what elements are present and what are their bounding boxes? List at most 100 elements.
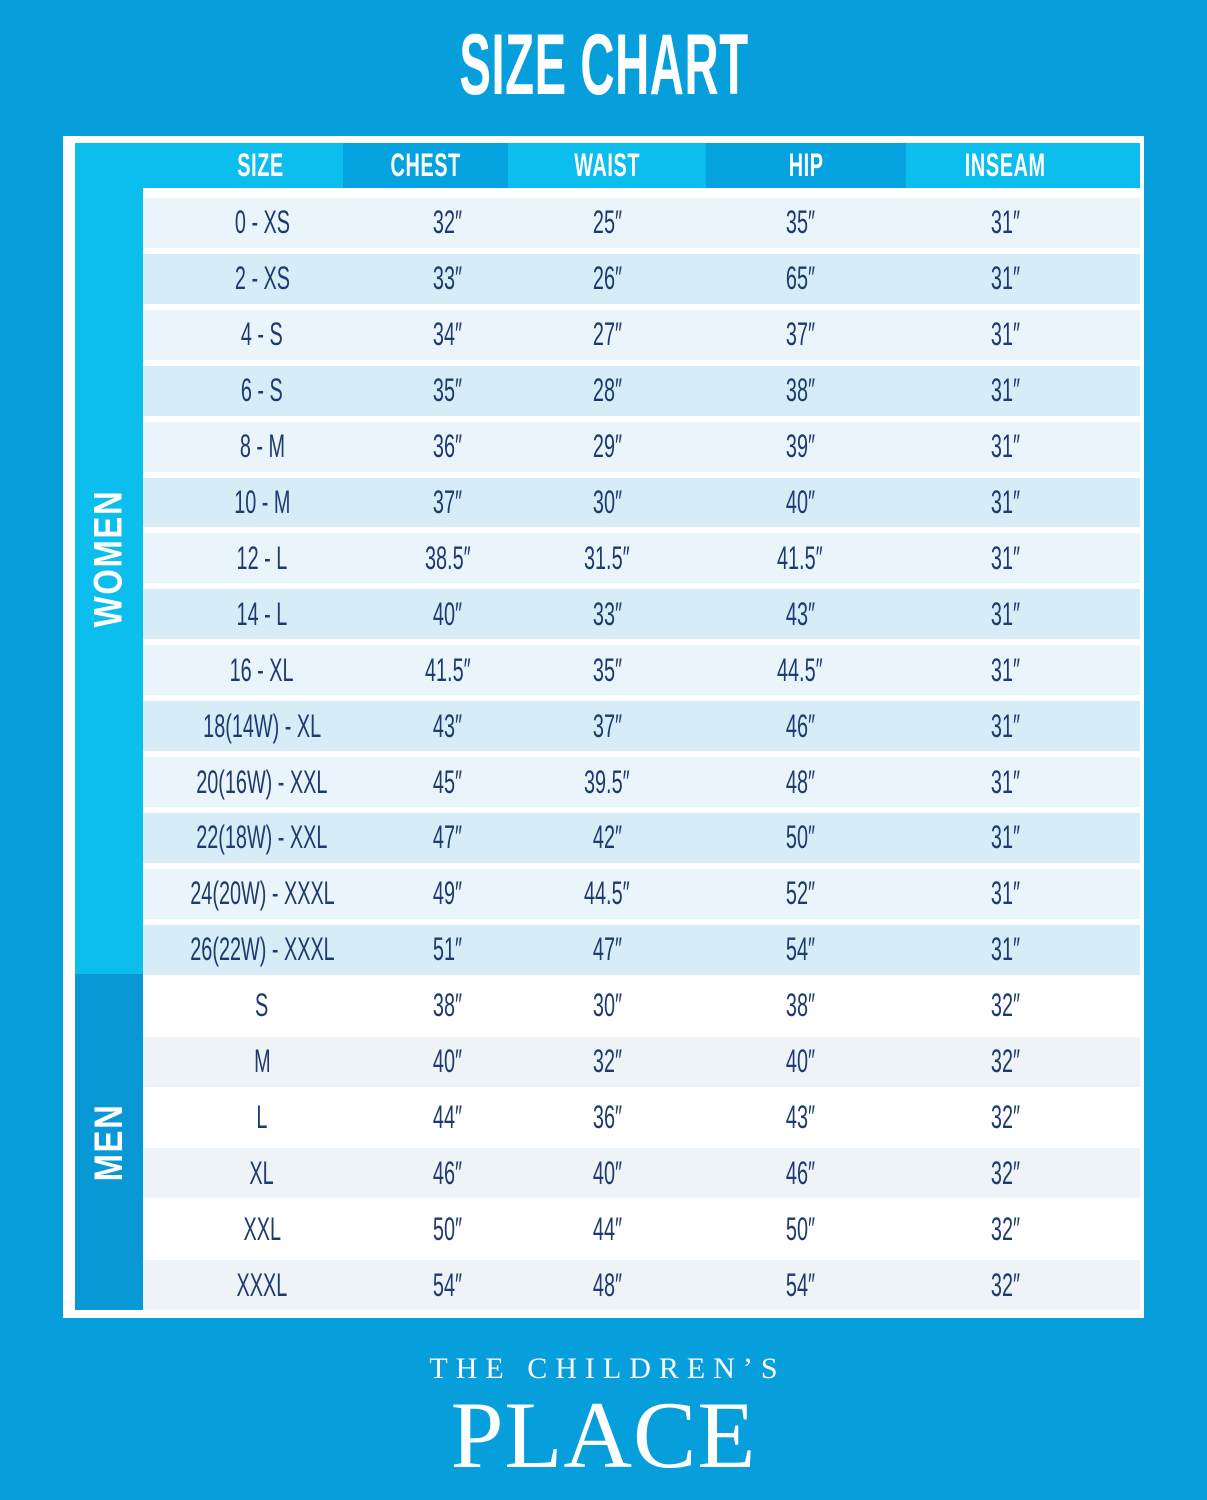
cell-hip-value: 44.5″ [777,651,823,688]
column-header-size: SIZE [75,143,343,188]
cell-inseam-value: 32″ [990,1098,1020,1135]
cell-chest: 35″ [343,366,508,416]
cell-waist-value: 27″ [592,316,622,353]
cell-waist: 28″ [508,366,706,416]
cell-hip: 41.5″ [706,533,906,583]
table-row: 26(22W) - XXXL 51″ 47″ 54″ 31″ [143,924,1140,975]
cell-waist: 32″ [508,1037,706,1087]
cell-inseam: 31″ [906,478,1140,528]
cell-hip-value: 50″ [785,1210,815,1247]
cell-chest: 37″ [343,478,508,528]
table-row: 8 - M 36″ 29″ 39″ 31″ [143,421,1140,472]
cell-hip: 40″ [706,1037,906,1087]
table-body: 0 - XS 32″ 25″ 35″ 31″ 2 - XS 33″ 26″ 65… [143,198,1140,1311]
cell-waist: 31.5″ [508,533,706,583]
cell-inseam-value: 32″ [990,1154,1020,1191]
cell-hip-value: 38″ [785,987,815,1024]
men-section-label: MEN [86,1103,131,1181]
cell-chest-value: 46″ [432,1154,463,1191]
cell-hip: 35″ [706,198,906,248]
table-row: 6 - S 35″ 28″ 38″ 31″ [143,365,1140,416]
cell-inseam-value: 31″ [990,316,1020,353]
page-title-text: SIZE CHART [458,17,749,113]
cell-size-value: 0 - XS [234,204,290,241]
table-row: XXL 50″ 44″ 50″ 32″ [143,1204,1140,1255]
table-row: M 40″ 32″ 40″ 32″ [143,1036,1140,1087]
cell-inseam: 31″ [906,869,1140,919]
cell-hip: 50″ [706,1204,906,1254]
cell-waist-value: 30″ [592,987,622,1024]
cell-hip: 38″ [706,981,906,1031]
table-row: S 38″ 30″ 38″ 32″ [143,980,1140,1031]
cell-size-value: 20(16W) - XXL [196,763,328,800]
cell-chest: 45″ [343,757,508,807]
table-row: XL 46″ 40″ 46″ 32″ [143,1148,1140,1199]
cell-waist: 29″ [508,422,706,472]
cell-hip-value: 52″ [785,875,815,912]
cell-chest: 50″ [343,1204,508,1254]
cell-inseam: 31″ [906,254,1140,304]
cell-size-value: S [255,987,269,1024]
cell-waist-value: 33″ [592,595,622,632]
cell-waist-value: 26″ [592,260,622,297]
cell-inseam: 31″ [906,645,1140,695]
cell-hip: 44.5″ [706,645,906,695]
cell-inseam-value: 32″ [990,1043,1020,1080]
cell-size: 26(22W) - XXXL [143,925,343,975]
cell-size-value: 22(18W) - XXL [196,819,328,856]
cell-waist-value: 48″ [592,1266,622,1303]
cell-size: M [143,1037,343,1087]
column-header-size-label: SIZE [237,147,285,183]
cell-size-value: L [256,1098,268,1135]
cell-chest: 43″ [343,701,508,751]
cell-size: XXXL [143,1260,343,1310]
cell-size: 6 - S [143,366,343,416]
women-section-sidebar: WOMEN [75,143,143,974]
cell-hip: 46″ [706,701,906,751]
cell-size: 2 - XS [143,254,343,304]
cell-inseam: 31″ [906,925,1140,975]
cell-inseam-value: 31″ [990,819,1020,856]
cell-chest-value: 47″ [432,819,463,856]
cell-hip-value: 43″ [785,595,815,632]
cell-chest: 51″ [343,925,508,975]
cell-size-value: 6 - S [241,372,283,409]
cell-inseam: 32″ [906,1148,1140,1198]
men-section-sidebar: MEN [75,974,143,1310]
cell-hip: 54″ [706,925,906,975]
cell-hip: 65″ [706,254,906,304]
column-header-waist: WAIST [508,143,706,188]
cell-inseam-value: 31″ [990,595,1020,632]
cell-chest: 40″ [343,1037,508,1087]
cell-chest: 32″ [343,198,508,248]
cell-chest-value: 45″ [432,763,463,800]
cell-chest-value: 50″ [432,1210,463,1247]
cell-size: 12 - L [143,533,343,583]
column-header-inseam-label: INSEAM [964,147,1046,183]
cell-size-value: 24(20W) - XXXL [189,875,335,912]
cell-inseam: 31″ [906,310,1140,360]
cell-inseam: 31″ [906,757,1140,807]
cell-chest-value: 35″ [432,372,463,409]
cell-hip-value: 50″ [785,819,815,856]
cell-chest: 41.5″ [343,645,508,695]
cell-inseam-value: 31″ [990,260,1020,297]
cell-hip: 46″ [706,1148,906,1198]
cell-hip-value: 46″ [785,1154,815,1191]
cell-size: 14 - L [143,589,343,639]
cell-waist: 37″ [508,701,706,751]
cell-chest-value: 32″ [432,204,463,241]
cell-hip-value: 40″ [785,483,815,520]
cell-chest-value: 41.5″ [424,651,471,688]
cell-inseam-value: 31″ [990,763,1020,800]
cell-hip-value: 35″ [785,204,815,241]
cell-chest: 38″ [343,981,508,1031]
cell-hip: 39″ [706,422,906,472]
cell-size: XXL [143,1204,343,1254]
cell-hip: 40″ [706,478,906,528]
cell-waist: 39.5″ [508,757,706,807]
cell-inseam: 31″ [906,366,1140,416]
cell-hip: 48″ [706,757,906,807]
cell-waist: 40″ [508,1148,706,1198]
